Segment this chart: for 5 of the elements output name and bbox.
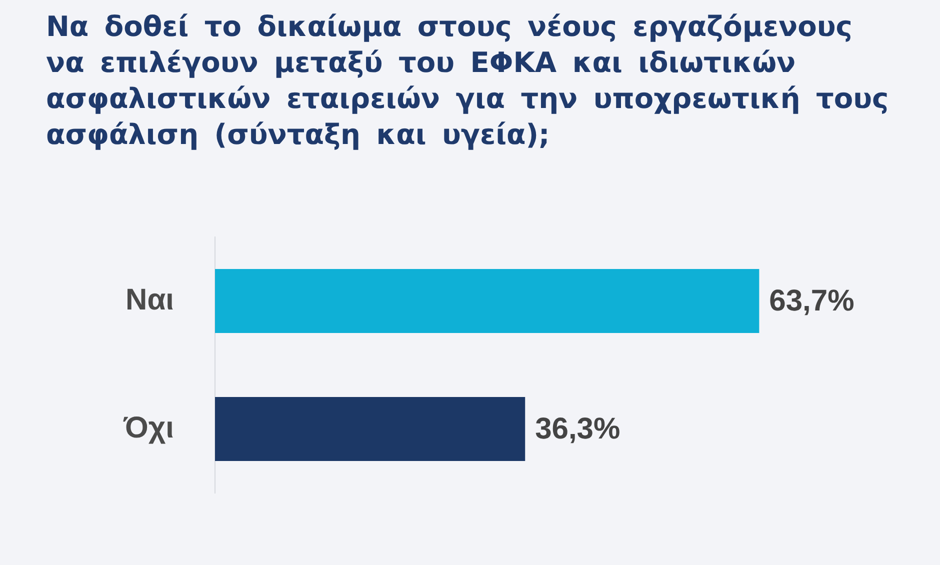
chart-title: Να δοθεί το δικαίωμα στους νέους εργαζόμενους να επιλέγουν μεταξύ του ΕΦΚΑ και ιδιωτικών ασφαλιστικών εταιρειών για την υποχρεωτική τους ασφάλιση (σύνταξη και υγεία);	[46, 9, 890, 153]
data-label: 63,7%	[769, 284, 854, 318]
data-label: 36,3%	[535, 412, 620, 446]
y-tick-label: Όχι	[122, 411, 174, 444]
y-tick-label: Ναι	[126, 283, 174, 316]
